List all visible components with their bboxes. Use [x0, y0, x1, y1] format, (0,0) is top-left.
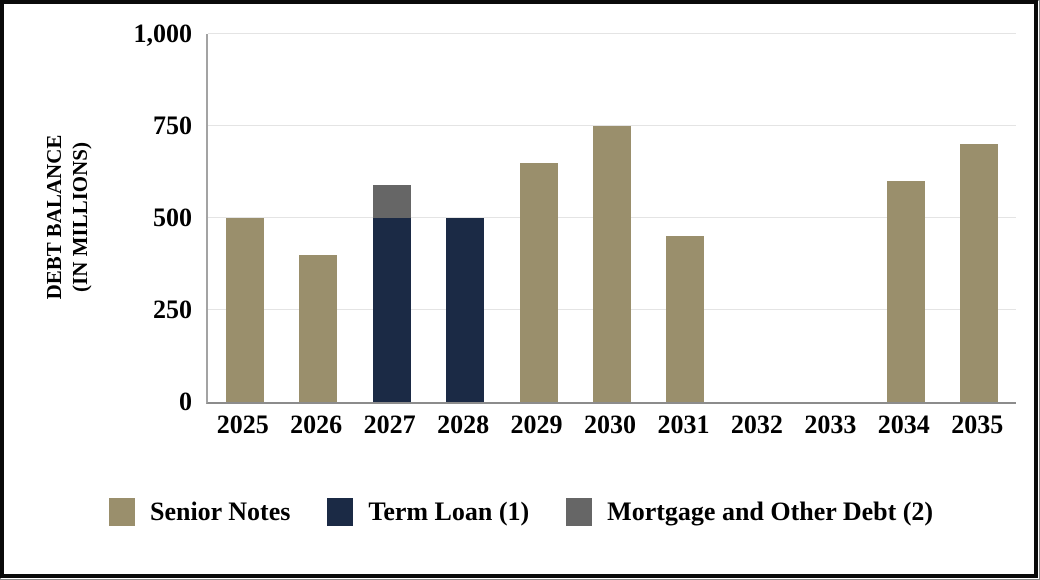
x-axis-label-2032: 2032 — [730, 410, 783, 439]
legend-swatch-term-loan-1 — [327, 498, 354, 526]
bar-segment-senior-notes-2035 — [960, 144, 999, 402]
x-axis-label-2033: 2033 — [804, 410, 857, 439]
y-tick-label-250: 250 — [153, 295, 192, 324]
x-axis-label-2031: 2031 — [657, 410, 710, 439]
y-tick-label-0: 0 — [179, 387, 192, 416]
bar-slots — [208, 34, 1016, 402]
x-axis-label-2027: 2027 — [363, 410, 416, 439]
bar-column-2035 — [943, 34, 1016, 402]
gridline-750 — [208, 125, 1016, 126]
y-tick-label-1-000: 1,000 — [133, 19, 193, 48]
legend: Senior Notes Term Loan (1) Mortgage and Ot… — [109, 497, 933, 527]
bar-column-2025 — [208, 34, 281, 402]
x-axis-labels: 2025 2026 2027 2028 2029 2030 2031 2032 2033 2034… — [206, 408, 1014, 442]
bar-column-2032 — [722, 34, 795, 402]
x-axis-label-2029: 2029 — [510, 410, 563, 439]
y-tick-label-750: 750 — [153, 111, 192, 140]
plot-area — [206, 33, 1016, 404]
gridline-1000 — [208, 33, 1016, 34]
legend-swatch-senior-notes — [109, 498, 135, 526]
x-axis-label-2025: 2025 — [216, 410, 269, 439]
legend-label-mortgage-and-other-debt-2: Mortgage and Other Debt (2) — [607, 497, 934, 526]
bar-segment-senior-notes-2026 — [299, 254, 338, 402]
bar-column-2030 — [575, 34, 648, 402]
x-axis-label-2028: 2028 — [437, 410, 490, 439]
bar-segment-senior-notes-2029 — [519, 162, 558, 402]
bar-segment-senior-notes-2031 — [666, 236, 705, 402]
bar-segment-senior-notes-2025 — [225, 218, 264, 402]
x-axis-label-2034: 2034 — [877, 410, 930, 439]
bar-column-2028 — [428, 34, 501, 402]
legend-label-senior-notes: Senior Notes — [150, 497, 291, 526]
x-axis-label-2030: 2030 — [583, 410, 636, 439]
x-axis-label-2026: 2026 — [290, 410, 343, 439]
bar-segment-mortgage-and-other-debt-2-2027 — [372, 184, 411, 218]
y-axis-tick-labels: 0 250 500 750 1,000 — [64, 19, 193, 416]
bar-segment-term-loan-1-2027 — [372, 218, 411, 402]
bar-segment-senior-notes-2034 — [886, 181, 925, 402]
bar-column-2026 — [281, 34, 354, 402]
bar-segment-term-loan-1-2028 — [446, 218, 485, 402]
bar-column-2031 — [649, 34, 722, 402]
y-tick-label-500: 500 — [153, 203, 192, 232]
bar-column-2033 — [796, 34, 869, 402]
legend-item-senior-notes: Senior Notes — [109, 497, 290, 527]
bar-segment-senior-notes-2030 — [592, 126, 631, 402]
bar-column-2027 — [355, 34, 428, 402]
legend-item-term-loan-1: Term Loan (1) — [327, 497, 529, 527]
bar-column-2029 — [502, 34, 575, 402]
legend-swatch-mortgage-and-other-debt-2 — [566, 498, 593, 526]
legend-label-term-loan-1: Term Loan (1) — [368, 497, 530, 526]
bar-column-2034 — [869, 34, 942, 402]
x-axis-label-2035: 2035 — [951, 410, 1004, 439]
legend-item-mortgage-and-other-debt-2: Mortgage and Other Debt (2) — [566, 497, 933, 527]
